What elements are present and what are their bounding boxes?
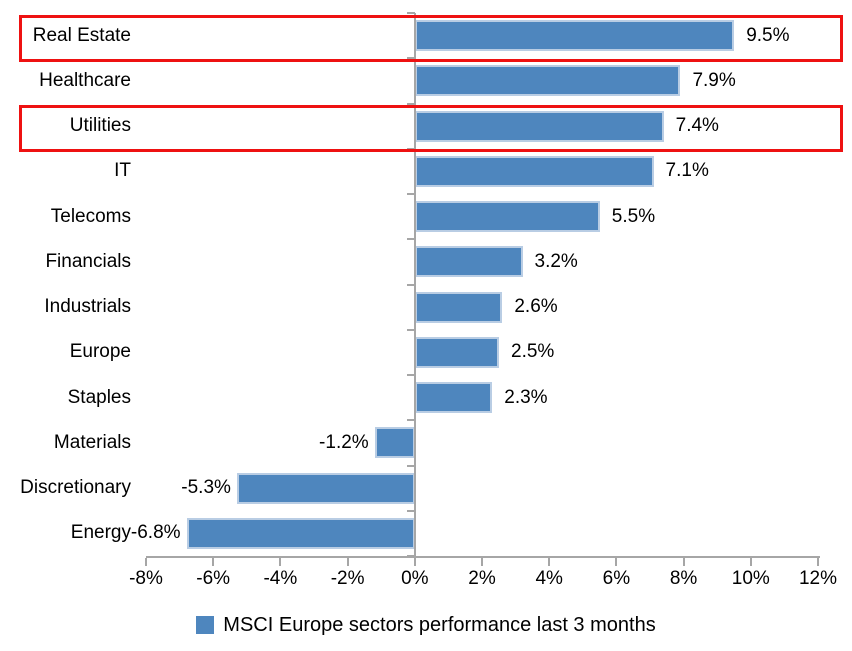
x-axis-tick — [749, 558, 752, 566]
highlight-box-real-estate — [19, 14, 843, 62]
x-axis-tick-label: 0% — [401, 568, 429, 589]
x-axis-tick — [413, 558, 416, 566]
category-axis-tick — [407, 464, 415, 467]
x-axis-tick-label: -6% — [196, 568, 231, 589]
x-axis-tick-label: -8% — [129, 568, 163, 589]
category-axis-tick — [407, 374, 415, 376]
category-axis-tick — [407, 509, 415, 512]
x-axis-tick-label: -2% — [330, 568, 365, 589]
category-axis-tick — [407, 57, 415, 60]
value-label-real-estate: 9.5% — [746, 24, 790, 46]
x-axis-tick-label: 12% — [798, 568, 838, 589]
x-axis-tick-label: 2% — [468, 568, 496, 589]
value-label-healthcare: 7.9% — [692, 69, 736, 91]
bar-staples — [415, 382, 493, 414]
value-label-utilities: 7.4% — [675, 115, 719, 137]
bar-europe — [415, 336, 499, 368]
value-label-materials: -1.2% — [319, 431, 369, 453]
category-axis-tick — [407, 283, 415, 286]
bar-materials — [374, 427, 415, 459]
category-axis-tick — [407, 238, 415, 241]
category-axis-tick — [407, 328, 415, 331]
value-label-it: 7.1% — [665, 160, 709, 182]
category-axis-line — [414, 13, 416, 558]
category-axis-tick — [407, 12, 415, 14]
category-label-industrials: Industrials — [44, 296, 131, 318]
bar-real-estate — [415, 20, 735, 52]
category-label-healthcare: Healthcare — [39, 69, 131, 91]
category-axis-tick — [407, 419, 415, 422]
value-label-discretionary: -5.3% — [181, 477, 231, 499]
x-axis-tick — [279, 558, 282, 566]
x-axis-tick — [615, 558, 618, 566]
highlight-box-utilities — [19, 105, 843, 153]
bar-healthcare — [415, 65, 681, 97]
x-axis-tick-label: 8% — [669, 568, 698, 589]
x-axis-tick — [212, 558, 215, 566]
category-label-it: IT — [114, 160, 131, 182]
bar-discretionary — [236, 472, 415, 504]
x-axis-tick — [817, 558, 819, 566]
category-label-materials: Materials — [53, 431, 131, 453]
category-label-real-estate: Real Estate — [32, 24, 131, 46]
value-axis-line — [146, 556, 820, 558]
bar-it — [415, 155, 654, 187]
bar-energy — [186, 517, 415, 549]
category-label-europe: Europe — [69, 341, 131, 363]
x-axis-tick — [682, 558, 685, 566]
bar-industrials — [415, 291, 503, 323]
x-axis-tick — [548, 558, 551, 566]
bar-telecoms — [415, 201, 600, 233]
x-axis-tick — [145, 558, 147, 566]
bar-financials — [415, 246, 523, 278]
x-axis-tick-label: 10% — [731, 568, 770, 589]
x-axis-tick-label: -4% — [263, 568, 298, 589]
value-label-financials: 3.2% — [534, 250, 578, 272]
legend-label: MSCI Europe sectors performance last 3 m… — [223, 614, 656, 636]
category-axis-tick — [407, 147, 415, 150]
x-axis-tick — [346, 558, 349, 566]
category-axis-tick — [407, 102, 415, 105]
value-label-europe: 2.5% — [511, 341, 555, 363]
category-label-telecoms: Telecoms — [50, 205, 131, 227]
category-axis-tick — [407, 193, 415, 195]
value-label-staples: 2.3% — [504, 386, 548, 408]
value-label-energy: -6.8% — [130, 522, 181, 544]
category-label-staples: Staples — [67, 386, 131, 408]
x-axis-tick-label: 4% — [535, 568, 563, 589]
x-axis-tick-label: 6% — [602, 568, 631, 589]
category-label-utilities: Utilities — [69, 115, 131, 137]
category-label-energy: Energy — [70, 522, 131, 544]
category-label-financials: Financials — [45, 250, 131, 272]
legend-series-swatch-icon — [196, 616, 215, 634]
legend: MSCI Europe sectors performance last 3 m… — [0, 613, 852, 637]
category-label-discretionary: Discretionary — [20, 477, 131, 499]
value-label-telecoms: 5.5% — [611, 205, 656, 227]
value-label-industrials: 2.6% — [514, 296, 558, 318]
x-axis-tick — [481, 558, 483, 566]
